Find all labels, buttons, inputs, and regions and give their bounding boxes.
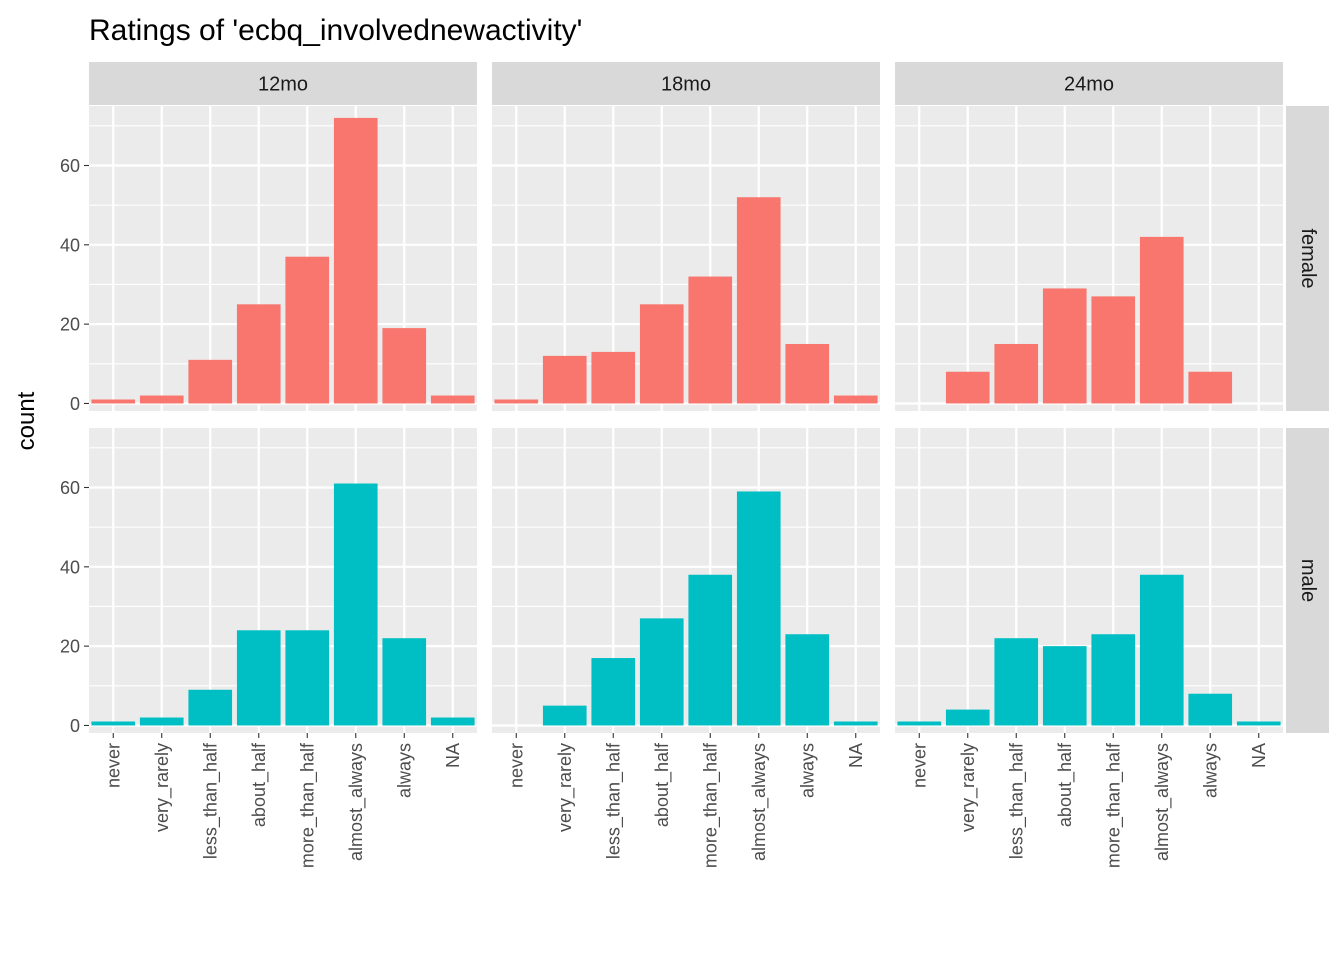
x-tick-label-less-than-half: less_than_half	[1006, 742, 1027, 859]
bar-male-12mo-na	[430, 717, 475, 726]
bar-female-12mo-na	[430, 395, 475, 404]
chart-title: Ratings of 'ecbq_involvednewactivity'	[89, 14, 582, 47]
panel-background	[895, 106, 1283, 411]
facet-panels: 12mo 18mo 24mo female male 0 20 40 60 0 20 40 60 neve…	[60, 62, 1329, 868]
bar-male-24mo-almost-always	[1139, 574, 1184, 726]
bar-male-24mo-very-rarely	[945, 709, 990, 726]
bar-female-12mo-very-rarely	[139, 395, 184, 404]
panel-male-24mo	[895, 428, 1283, 733]
bar-male-24mo-more-than-half	[1091, 634, 1136, 726]
x-tick-label-na: NA	[443, 743, 463, 768]
bar-male-24mo-na	[1236, 721, 1281, 726]
y-axis-title: count	[13, 391, 40, 450]
bar-male-18mo-almost-always	[736, 491, 781, 726]
facet-strip-label: 24mo	[1064, 74, 1114, 96]
panel-male-18mo	[492, 428, 880, 733]
y-tick-label: 20	[60, 315, 80, 335]
x-tick-label-always: always	[1200, 743, 1220, 798]
y-tick-label: 60	[60, 156, 80, 176]
x-tick-label-never: never	[506, 743, 526, 788]
panel-background	[895, 428, 1283, 733]
bar-female-12mo-about-half	[236, 304, 281, 404]
x-tick-label-never: never	[909, 743, 929, 788]
facet-strip-male	[1286, 428, 1329, 733]
x-tick-label-less-than-half: less_than_half	[200, 742, 221, 859]
bar-male-18mo-more-than-half	[688, 574, 733, 726]
panel-female-12mo	[89, 106, 477, 411]
x-tick-label-about-half: about_half	[652, 742, 673, 827]
bar-female-18mo-na	[833, 395, 878, 404]
x-tick-label-always: always	[797, 743, 817, 798]
y-tick-label: 40	[60, 235, 80, 255]
bar-male-12mo-always	[382, 638, 427, 726]
facet-strip-label: 18mo	[661, 74, 711, 96]
bar-male-18mo-about-half	[639, 618, 684, 726]
bar-female-24mo-almost-always	[1139, 236, 1184, 404]
bar-female-24mo-very-rarely	[945, 371, 990, 404]
x-tick-label-less-than-half: less_than_half	[603, 742, 624, 859]
y-tick-label: 0	[70, 716, 80, 736]
bar-male-18mo-na	[833, 721, 878, 726]
bar-male-18mo-always	[785, 634, 830, 726]
bar-female-12mo-less-than-half	[188, 359, 233, 404]
x-tick-label-always: always	[394, 743, 414, 798]
bar-female-24mo-about-half	[1042, 288, 1087, 404]
x-tick-label-more-than-half: more_than_half	[297, 742, 318, 868]
bar-female-24mo-always	[1188, 371, 1233, 404]
facet-strip-label: 12mo	[258, 74, 308, 96]
panel-female-24mo	[895, 106, 1283, 411]
bar-female-12mo-almost-always	[333, 117, 378, 404]
x-tick-label-more-than-half: more_than_half	[700, 742, 721, 868]
x-tick-label-almost-always: almost_always	[749, 743, 770, 861]
bar-female-12mo-never	[91, 399, 136, 404]
facet-strip-label: female	[1297, 228, 1319, 288]
panel-female-18mo	[492, 106, 880, 411]
x-tick-label-na: NA	[846, 743, 866, 768]
facet-strip-18mo	[492, 62, 880, 105]
bar-male-18mo-less-than-half	[591, 658, 636, 726]
x-tick-label-never: never	[103, 743, 123, 788]
bar-female-18mo-about-half	[639, 304, 684, 404]
x-tick-label-na: NA	[1249, 743, 1269, 768]
bar-male-18mo-very-rarely	[542, 705, 587, 726]
x-tick-label-about-half: about_half	[249, 742, 270, 827]
y-tick-label: 20	[60, 637, 80, 657]
bar-female-18mo-very-rarely	[542, 355, 587, 404]
x-tick-label-almost-always: almost_always	[346, 743, 367, 861]
bar-male-12mo-about-half	[236, 630, 281, 726]
panel-male-12mo	[89, 428, 477, 733]
y-tick-label: 40	[60, 557, 80, 577]
x-tick-label-more-than-half: more_than_half	[1103, 742, 1124, 868]
bar-male-12mo-never	[91, 721, 136, 726]
bar-male-24mo-always	[1188, 693, 1233, 726]
facet-strip-12mo	[89, 62, 477, 105]
bar-female-18mo-more-than-half	[688, 276, 733, 404]
bar-female-18mo-less-than-half	[591, 351, 636, 404]
bar-male-24mo-about-half	[1042, 646, 1087, 726]
x-tick-label-almost-always: almost_always	[1152, 743, 1173, 861]
x-tick-label-about-half: about_half	[1055, 742, 1076, 827]
x-tick-label-very-rarely: very_rarely	[958, 743, 979, 832]
bar-female-24mo-less-than-half	[994, 343, 1039, 404]
bar-female-18mo-always	[785, 343, 830, 404]
bar-male-24mo-never	[897, 721, 942, 726]
y-tick-label: 60	[60, 478, 80, 498]
bar-male-12mo-less-than-half	[188, 689, 233, 726]
bar-female-24mo-more-than-half	[1091, 296, 1136, 404]
y-tick-label: 0	[70, 394, 80, 414]
bar-male-12mo-more-than-half	[285, 630, 330, 726]
bar-female-12mo-more-than-half	[285, 256, 330, 404]
x-tick-label-very-rarely: very_rarely	[555, 743, 576, 832]
bar-male-12mo-very-rarely	[139, 717, 184, 726]
x-tick-label-very-rarely: very_rarely	[152, 743, 173, 832]
bar-male-12mo-almost-always	[333, 483, 378, 726]
bar-female-18mo-never	[494, 399, 539, 404]
bar-female-12mo-always	[382, 328, 427, 404]
facet-strip-female	[1286, 106, 1329, 411]
bar-female-18mo-almost-always	[736, 197, 781, 404]
bar-male-24mo-less-than-half	[994, 638, 1039, 726]
facet-strip-label: male	[1297, 559, 1319, 602]
facet-strip-24mo	[895, 62, 1283, 105]
